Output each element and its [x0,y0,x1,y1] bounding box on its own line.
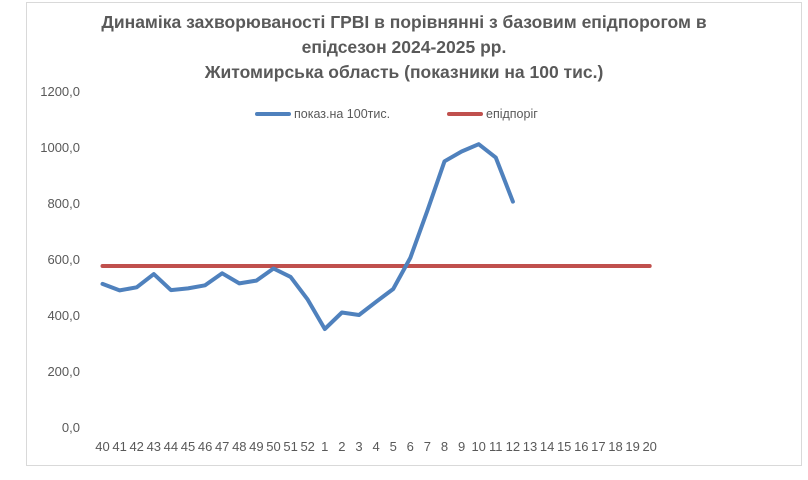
x-tick-label: 43 [147,439,161,454]
x-tick-label: 10 [471,439,485,454]
y-tick-label: 200,0 [47,364,80,379]
x-tick-label: 14 [540,439,554,454]
x-tick-label: 40 [95,439,109,454]
x-tick-label: 12 [506,439,520,454]
x-tick-label: 17 [591,439,605,454]
x-tick-label: 48 [232,439,246,454]
chart-frame [26,2,802,466]
y-tick-label: 400,0 [47,308,80,323]
x-tick-label: 16 [574,439,588,454]
x-tick-label: 1 [321,439,328,454]
legend-label-series-2: епідпоріг [486,107,538,121]
legend: показ.на 100тис. епідпоріг [255,107,538,121]
x-tick-label: 52 [300,439,314,454]
x-tick-label: 51 [283,439,297,454]
y-tick-label: 1200,0 [40,84,80,99]
series-lines [100,142,652,331]
chart-title-line-3: Житомирська область (показники на 100 ти… [204,62,604,82]
y-tick-label: 1000,0 [40,140,80,155]
x-tick-label: 2 [338,439,345,454]
x-tick-label: 18 [608,439,622,454]
x-tick-label: 47 [215,439,229,454]
x-tick-label: 50 [266,439,280,454]
x-tick-label: 49 [249,439,263,454]
x-tick-label: 15 [557,439,571,454]
x-tick-label: 8 [441,439,448,454]
x-tick-label: 44 [164,439,178,454]
x-tick-label: 11 [489,439,503,454]
x-tick-label: 46 [198,439,212,454]
x-tick-label: 6 [407,439,414,454]
x-tick-label: 20 [642,439,656,454]
x-tick-label: 9 [458,439,465,454]
chart-title: Динаміка захворюваності ГРВІ в порівнянн… [0,10,808,85]
x-tick-label: 45 [181,439,195,454]
chart-title-line-2: епідсезон 2024-2025 рр. [301,37,507,57]
x-tick-label: 19 [625,439,639,454]
x-tick-label: 41 [112,439,126,454]
y-tick-label: 800,0 [47,196,80,211]
x-tick-label: 7 [424,439,431,454]
legend-label-series-1: показ.на 100тис. [294,107,390,121]
x-tick-label: 4 [372,439,379,454]
y-tick-label: 600,0 [47,252,80,267]
series-line-incidence [100,142,515,331]
x-tick-label: 5 [390,439,397,454]
x-axis: 40 41 42 43 44 45 46 47 48 49 50 51 52 1 2 3 4 5 6 7 8 9 10 11 1… [95,439,657,454]
x-tick-label: 42 [129,439,143,454]
x-tick-label: 3 [355,439,362,454]
y-axis: 0,0 200,0 400,0 600,0 800,0 1000,0 1200,0 [40,84,80,435]
x-tick-label: 13 [523,439,537,454]
y-tick-label: 0,0 [62,420,80,435]
chart-title-line-1: Динаміка захворюваності ГРВІ в порівнянн… [101,12,707,32]
